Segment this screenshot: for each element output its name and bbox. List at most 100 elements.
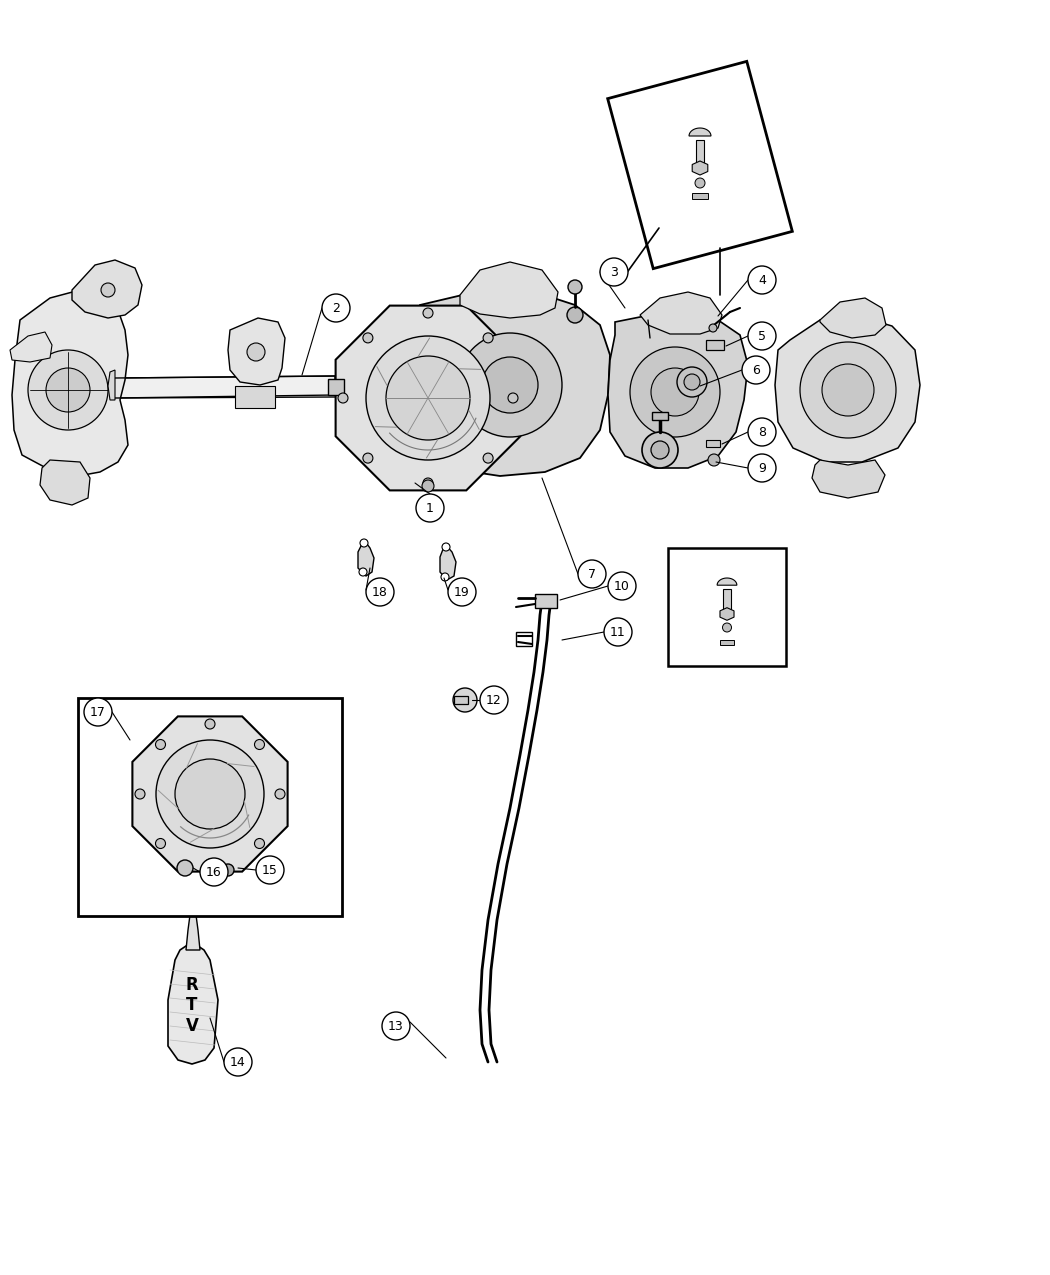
Circle shape [416,493,444,521]
Circle shape [135,789,145,799]
Circle shape [568,280,582,295]
Circle shape [84,697,112,725]
Polygon shape [717,578,737,585]
Polygon shape [723,589,731,615]
Polygon shape [336,306,521,491]
Circle shape [567,307,583,323]
Text: V: V [186,1017,198,1035]
Circle shape [359,567,368,576]
Bar [516,632,532,646]
Polygon shape [358,541,374,576]
Bar [78,697,342,915]
Circle shape [684,374,700,390]
Circle shape [275,789,285,799]
Polygon shape [12,289,128,476]
Circle shape [175,759,245,829]
Polygon shape [775,316,920,462]
Bar [652,412,668,419]
Bar [692,193,708,199]
Text: 18: 18 [372,585,387,598]
Circle shape [709,324,717,332]
Polygon shape [696,140,704,168]
Circle shape [742,356,770,384]
Bar [235,386,275,408]
Circle shape [363,333,373,343]
Text: 14: 14 [230,1056,246,1068]
Circle shape [800,342,896,439]
Bar [328,379,344,395]
Bar [454,696,468,704]
Bar [706,340,724,351]
Circle shape [651,368,699,416]
Text: 15: 15 [262,863,278,876]
Circle shape [423,309,433,317]
Polygon shape [10,332,52,362]
Bar [668,548,786,666]
Circle shape [28,351,108,430]
Text: 19: 19 [454,585,470,598]
Bar [536,594,556,608]
Polygon shape [116,376,335,398]
Circle shape [338,393,348,403]
Circle shape [630,347,720,437]
Circle shape [423,478,433,488]
Text: 9: 9 [758,462,765,474]
Circle shape [247,343,265,361]
Circle shape [604,618,632,646]
Text: 6: 6 [752,363,760,376]
Circle shape [156,740,264,848]
Circle shape [200,858,228,886]
Circle shape [363,453,373,463]
Polygon shape [820,298,886,338]
Circle shape [254,740,265,750]
Text: 16: 16 [206,866,222,878]
Text: 2: 2 [332,301,340,315]
Polygon shape [168,942,218,1065]
Text: 4: 4 [758,274,765,287]
Polygon shape [40,460,90,505]
Circle shape [482,357,538,413]
Circle shape [508,393,518,403]
Polygon shape [720,608,734,621]
Bar [706,440,720,448]
Circle shape [578,560,606,588]
Polygon shape [440,544,456,580]
Polygon shape [415,292,610,476]
Text: 5: 5 [758,329,766,343]
Circle shape [708,454,720,465]
Circle shape [422,479,434,492]
Circle shape [224,1048,252,1076]
Text: 7: 7 [588,567,596,580]
Text: 8: 8 [758,426,766,439]
Circle shape [256,856,284,884]
Circle shape [386,356,470,440]
Circle shape [642,432,678,468]
Text: T: T [186,996,197,1014]
Circle shape [222,864,234,876]
Text: 13: 13 [388,1020,404,1033]
Circle shape [155,740,166,750]
Circle shape [155,839,166,848]
Circle shape [608,572,636,601]
Circle shape [254,839,265,848]
Polygon shape [108,370,116,400]
Circle shape [101,283,116,297]
Circle shape [366,337,490,460]
Circle shape [442,543,450,551]
Circle shape [453,688,477,711]
Circle shape [748,323,776,351]
Polygon shape [812,460,885,499]
Bar [720,640,734,645]
Polygon shape [608,312,748,468]
Circle shape [382,1012,410,1040]
Text: 1: 1 [426,501,434,515]
Polygon shape [460,261,558,317]
Polygon shape [608,61,793,269]
Circle shape [480,686,508,714]
Text: 12: 12 [486,694,502,706]
Circle shape [177,861,193,876]
Polygon shape [689,128,711,136]
Circle shape [46,368,90,412]
Circle shape [695,179,705,187]
Circle shape [483,453,493,463]
